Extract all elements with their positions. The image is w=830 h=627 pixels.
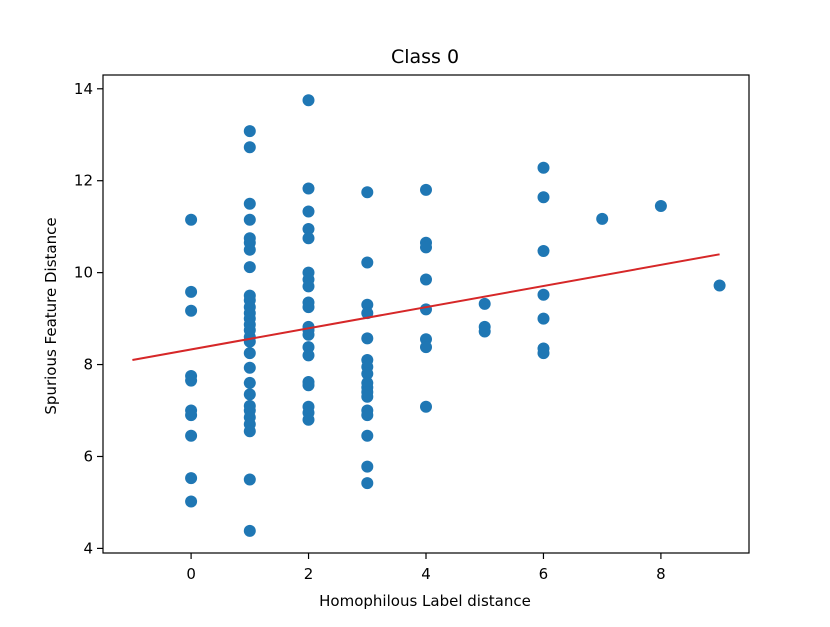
scatter-point (302, 301, 315, 314)
scatter-point (537, 312, 550, 325)
y-tick-label: 8 (83, 356, 93, 374)
scatter-point (302, 182, 315, 195)
chart-title: Class 0 (391, 46, 459, 68)
scatter-point (185, 213, 198, 226)
scatter-point (361, 332, 374, 345)
scatter-point (361, 307, 374, 320)
scatter-point (420, 273, 432, 286)
y-tick-label: 12 (74, 172, 93, 190)
scatter-point (185, 429, 198, 442)
scatter-point (537, 161, 550, 174)
scatter-point (302, 280, 315, 293)
scatter-point (243, 361, 256, 374)
points-layer (185, 94, 726, 537)
scatter-point (361, 429, 374, 442)
scatter-point (537, 288, 550, 301)
scatter-point (537, 191, 550, 204)
scatter-point (243, 125, 256, 138)
y-axis-label: Spurious Feature Distance (42, 217, 60, 414)
scatter-point (361, 460, 374, 473)
scatter-point (302, 94, 315, 107)
scatter-point (243, 376, 256, 389)
scatter-point (185, 409, 198, 422)
x-axis-label: Homophilous Label distance (319, 592, 531, 610)
scatter-point (243, 197, 256, 210)
scatter-point (243, 141, 256, 154)
scatter-point (302, 349, 315, 362)
scatter-point (596, 212, 609, 225)
scatter-point (302, 379, 315, 392)
scatter-point (185, 472, 198, 485)
y-tick-label: 14 (74, 80, 93, 98)
scatter-point (361, 477, 374, 490)
scatter-point (420, 241, 432, 254)
y-tick-label: 6 (83, 447, 93, 465)
scatter-point (302, 413, 315, 426)
scatter-point (302, 223, 315, 235)
scatter-point (361, 390, 374, 403)
scatter-point (420, 400, 432, 413)
scatter-point (185, 285, 198, 298)
fit-line-layer (132, 253, 720, 361)
scatter-point (302, 341, 315, 354)
y-tick-label: 4 (83, 539, 93, 557)
scatter-point (537, 347, 550, 360)
scatter-point (185, 304, 198, 317)
scatter-point (478, 325, 491, 338)
scatter-point (420, 341, 432, 354)
scatter-point (361, 367, 374, 380)
scatter-point (478, 297, 491, 310)
scatter-point (420, 183, 432, 196)
scatter-point (302, 328, 315, 341)
axes-layer: 0 2 4 6 8 4 6 8 10 12 14 (74, 74, 750, 583)
scatter-point (654, 200, 667, 212)
scatter-point (243, 347, 256, 360)
scatter-point (243, 524, 256, 537)
scatter-point (537, 245, 550, 257)
scatter-point (243, 388, 256, 401)
trend-line (132, 253, 720, 361)
x-tick-label: 0 (186, 565, 196, 583)
x-tick-label: 4 (421, 565, 431, 583)
x-tick-label: 8 (656, 565, 666, 583)
scatter-point (243, 473, 256, 486)
x-tick-label: 6 (539, 565, 549, 583)
scatter-point (361, 409, 374, 422)
scatter-point (185, 374, 198, 387)
scatter-point (243, 213, 256, 226)
scatter-point (243, 243, 256, 256)
scatter-point (302, 232, 315, 245)
scatter-point (361, 298, 374, 311)
x-tick-label: 2 (304, 565, 314, 583)
y-tick-label: 10 (74, 264, 93, 282)
scatter-point (243, 261, 256, 274)
scatter-point (302, 205, 315, 218)
scatter-point (361, 186, 374, 199)
scatter-point (361, 256, 374, 269)
scatter-point (185, 495, 198, 508)
scatter-point (420, 303, 432, 316)
scatter-point (243, 425, 256, 438)
scatter-point (713, 279, 726, 292)
